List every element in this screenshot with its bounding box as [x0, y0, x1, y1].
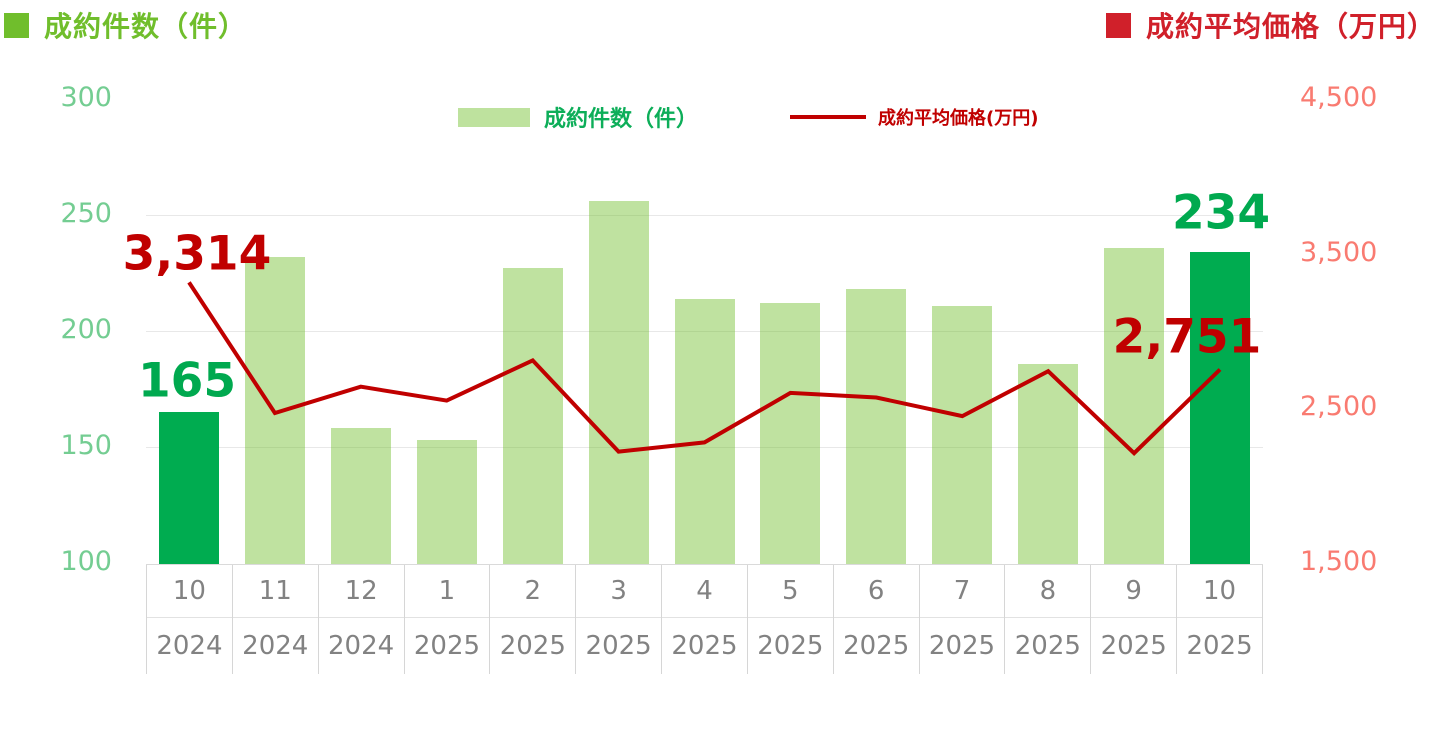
x-axis-month-label: 2: [490, 565, 576, 618]
price-end-value-label: 2,751: [1112, 309, 1262, 364]
x-axis-year-label: 2025: [499, 631, 566, 661]
right-axis-tick: 1,500: [1300, 546, 1378, 577]
x-axis-cell-11-2024: 11 2024: [231, 565, 318, 674]
x-axis-month-label: 12: [318, 565, 404, 618]
bar-6-2025: [846, 289, 907, 564]
left-axis-tick: 300: [60, 82, 112, 113]
x-axis-month-label: 6: [833, 565, 919, 618]
x-axis-cell-10-2025: 10 2025: [1176, 565, 1263, 674]
bar-10-2024: [159, 412, 219, 564]
left-axis-tick: 200: [60, 314, 112, 345]
x-axis-cell-8-2025: 8 2025: [1004, 565, 1091, 674]
x-axis-year-label: 2024: [242, 631, 309, 661]
right-axis-title: 成約平均価格（万円）: [1105, 5, 1436, 45]
x-axis-year-label: 2025: [413, 631, 481, 661]
gridline: [146, 215, 1263, 216]
x-axis-cell-7-2025: 7 2025: [918, 565, 1005, 674]
bar-3-2025: [588, 201, 649, 564]
x-axis-cell-10-2024: 10 2024: [146, 565, 232, 674]
bar-1-2025: [416, 440, 477, 564]
bar-7-2025: [932, 305, 993, 564]
price-start-value-label: 3,314: [122, 226, 272, 282]
x-axis-month-label: 9: [1091, 565, 1177, 618]
left-axis-tick: 100: [60, 546, 112, 577]
left-axis-title-text: 成約件数（件）: [44, 10, 248, 43]
x-axis-month-label: 5: [747, 565, 833, 618]
red-square-icon: [1105, 12, 1131, 38]
x-axis-year-label: 2024: [156, 631, 223, 661]
bar-4-2025: [674, 298, 735, 564]
x-axis-month-label: 4: [662, 565, 747, 618]
x-axis-cell-1-2025: 1 2025: [403, 565, 490, 674]
count-start-value-label: 165: [137, 353, 237, 409]
x-axis-cell-6-2025: 6 2025: [832, 565, 919, 674]
right-axis-tick: 3,500: [1300, 236, 1378, 268]
x-axis-cell-9-2025: 9 2025: [1090, 565, 1177, 674]
x-axis-month-label: 10: [147, 565, 232, 618]
x-axis-year-label: 2025: [928, 631, 996, 661]
bar-5-2025: [760, 303, 821, 564]
x-axis-year-label: 2024: [328, 631, 395, 661]
x-axis-month-label: 11: [232, 565, 318, 618]
legend: 成約件数（件） 成約平均価格(万円): [458, 103, 1039, 132]
bar-10-2025: [1190, 252, 1250, 564]
x-axis-month-label: 3: [576, 565, 662, 618]
bar-9-2025: [1104, 247, 1165, 564]
count-end-value-label: 234: [1171, 185, 1271, 241]
right-axis-title-text: 成約平均価格（万円）: [1145, 10, 1436, 43]
x-axis-year-label: 2025: [843, 631, 910, 661]
x-axis-year-label: 2025: [671, 631, 738, 661]
x-axis-cell-4-2025: 4 2025: [661, 565, 747, 674]
x-axis-cell-12-2024: 12 2024: [317, 565, 404, 674]
x-axis-year-label: 2025: [585, 631, 652, 661]
x-axis-year-label: 2025: [1100, 631, 1167, 661]
left-axis-tick: 150: [60, 430, 112, 461]
x-axis-cell-3-2025: 3 2025: [575, 565, 662, 674]
bar-series-legend-label: 成約件数（件）: [544, 107, 699, 132]
x-axis-cell-2-2025: 2 2025: [489, 565, 576, 674]
green-square-icon: [4, 12, 29, 38]
left-axis-title: 成約件数（件）: [4, 5, 247, 45]
x-axis-month-label: 8: [1005, 565, 1091, 618]
right-axis-tick: 4,500: [1300, 82, 1378, 113]
x-axis-month-label: 1: [404, 565, 490, 618]
x-axis-year-label: 2025: [757, 631, 824, 661]
x-axis-cell-5-2025: 5 2025: [746, 565, 833, 674]
bar-series-swatch-icon: [458, 107, 530, 127]
line-series-legend-label: 成約平均価格(万円): [878, 108, 1039, 129]
bar-2-2025: [502, 268, 563, 564]
left-axis-tick: 250: [60, 198, 112, 229]
bar-11-2024: [244, 256, 305, 564]
x-axis-month-label: 7: [919, 565, 1005, 618]
x-axis-year-label: 2025: [1014, 631, 1081, 661]
x-axis-year-label: 2025: [1186, 631, 1253, 661]
right-axis-tick: 2,500: [1300, 391, 1378, 423]
x-axis-table: 10 2024 11 2024 12 2024 1 2025 2 2025 3 2025 4 2025 5 2…: [146, 564, 1263, 674]
line-series-swatch-icon: [790, 115, 867, 119]
bar-8-2025: [1018, 363, 1079, 564]
x-axis-month-label: 10: [1177, 565, 1262, 618]
bar-12-2024: [330, 428, 391, 564]
